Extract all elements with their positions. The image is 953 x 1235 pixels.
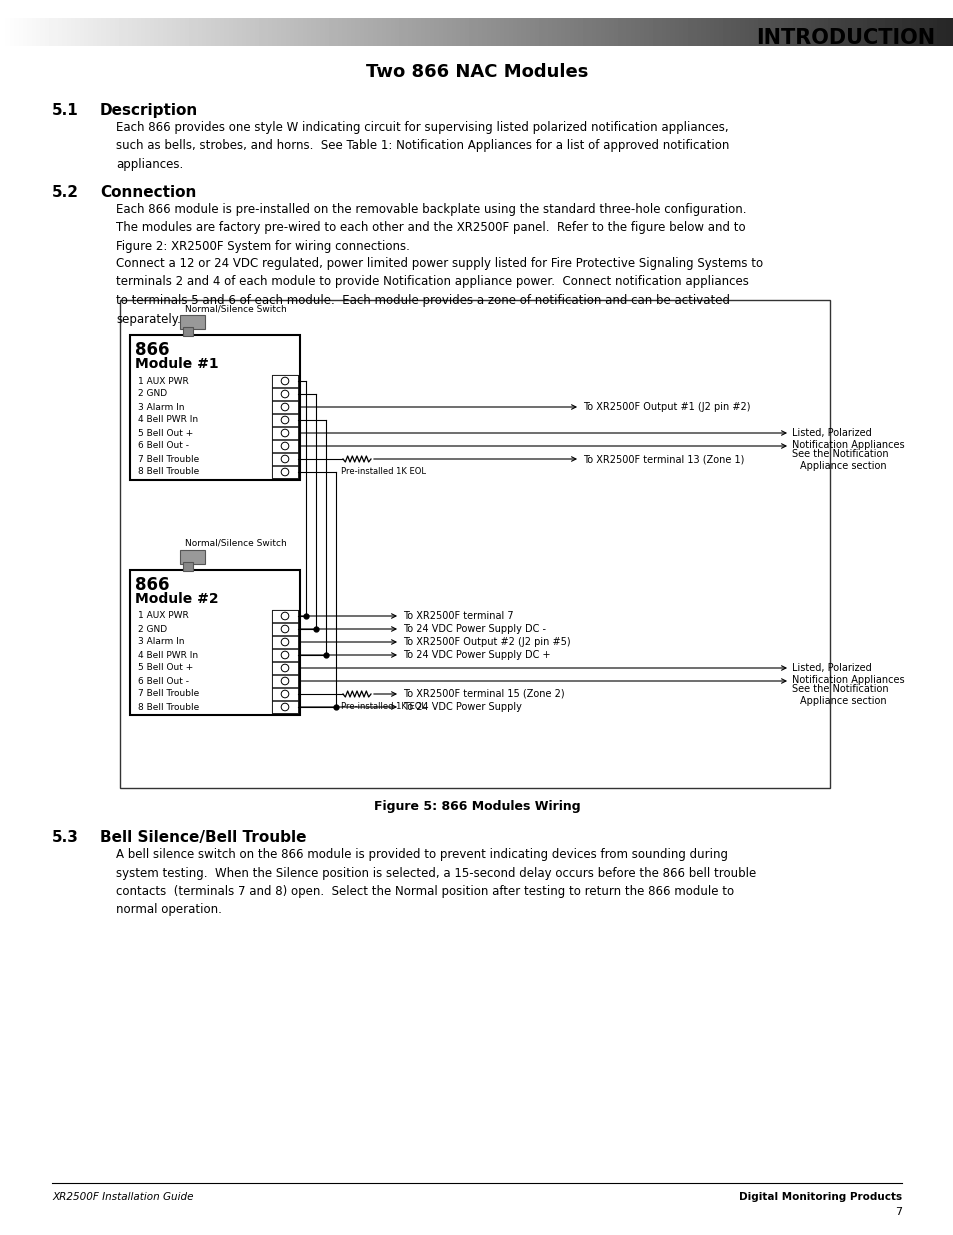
Bar: [272, 610, 297, 713]
Text: Module #1: Module #1: [135, 357, 218, 370]
Circle shape: [281, 625, 289, 632]
Text: A bell silence switch on the 866 module is provided to prevent indicating device: A bell silence switch on the 866 module …: [116, 848, 756, 916]
Text: Bell Silence/Bell Trouble: Bell Silence/Bell Trouble: [100, 830, 306, 845]
Circle shape: [281, 677, 289, 684]
Text: Notification Appliances: Notification Appliances: [791, 676, 903, 685]
Text: Two 866 NAC Modules: Two 866 NAC Modules: [365, 63, 588, 82]
Text: To 24 VDC Power Supply DC -: To 24 VDC Power Supply DC -: [402, 624, 545, 634]
Bar: [183, 562, 193, 571]
Text: 5 Bell Out +: 5 Bell Out +: [138, 429, 193, 437]
Text: Normal/Silence Switch: Normal/Silence Switch: [185, 304, 287, 312]
Text: To XR2500F terminal 15 (Zone 2): To XR2500F terminal 15 (Zone 2): [402, 689, 564, 699]
Text: Connection: Connection: [100, 185, 196, 200]
Bar: [272, 388, 297, 400]
Bar: [272, 636, 297, 648]
Circle shape: [281, 377, 289, 385]
Bar: [272, 466, 297, 478]
Circle shape: [281, 430, 289, 437]
Text: 866: 866: [135, 576, 170, 594]
Text: 8 Bell Trouble: 8 Bell Trouble: [138, 703, 199, 711]
Bar: [120, 300, 829, 788]
Text: To XR2500F terminal 13 (Zone 1): To XR2500F terminal 13 (Zone 1): [582, 454, 743, 464]
Text: To XR2500F terminal 7: To XR2500F terminal 7: [402, 611, 513, 621]
Bar: [180, 550, 205, 564]
Text: 7: 7: [894, 1207, 901, 1216]
Text: See the Notification: See the Notification: [791, 684, 887, 694]
Bar: [183, 327, 193, 336]
Bar: [272, 440, 297, 452]
Text: Figure 5: 866 Modules Wiring: Figure 5: 866 Modules Wiring: [374, 800, 579, 813]
Bar: [130, 335, 299, 480]
Text: Each 866 module is pre-installed on the removable backplate using the standard t: Each 866 module is pre-installed on the …: [116, 203, 745, 253]
Circle shape: [281, 651, 289, 658]
Circle shape: [281, 468, 289, 475]
Text: 4 Bell PWR In: 4 Bell PWR In: [138, 415, 198, 425]
Text: Appliance section: Appliance section: [800, 461, 885, 471]
Circle shape: [281, 416, 289, 424]
Bar: [272, 414, 297, 426]
Bar: [272, 650, 297, 661]
Text: 5.2: 5.2: [52, 185, 79, 200]
Bar: [130, 571, 299, 715]
Text: Listed, Polarized: Listed, Polarized: [791, 429, 871, 438]
Text: To XR2500F Output #2 (J2 pin #5): To XR2500F Output #2 (J2 pin #5): [402, 637, 570, 647]
Circle shape: [281, 690, 289, 698]
Text: Pre-installed 1K EOL: Pre-installed 1K EOL: [340, 701, 426, 711]
Circle shape: [281, 390, 289, 398]
Text: See the Notification: See the Notification: [791, 450, 887, 459]
Bar: [272, 676, 297, 687]
Bar: [272, 701, 297, 713]
Text: Connect a 12 or 24 VDC regulated, power limited power supply listed for Fire Pro: Connect a 12 or 24 VDC regulated, power …: [116, 257, 762, 326]
Text: 5.1: 5.1: [52, 103, 79, 119]
Bar: [272, 688, 297, 700]
Text: 6 Bell Out -: 6 Bell Out -: [138, 677, 189, 685]
Bar: [272, 662, 297, 674]
Text: 1 AUX PWR: 1 AUX PWR: [138, 611, 189, 620]
Text: INTRODUCTION: INTRODUCTION: [755, 28, 934, 48]
Text: Digital Monitoring Products: Digital Monitoring Products: [739, 1192, 901, 1202]
Circle shape: [281, 442, 289, 450]
Bar: [272, 375, 297, 478]
Text: Each 866 provides one style W indicating circuit for supervising listed polarize: Each 866 provides one style W indicating…: [116, 121, 729, 170]
Text: Appliance section: Appliance section: [800, 697, 885, 706]
Bar: [272, 622, 297, 635]
Text: Normal/Silence Switch: Normal/Silence Switch: [185, 538, 287, 548]
Circle shape: [281, 703, 289, 711]
Text: Listed, Polarized: Listed, Polarized: [791, 663, 871, 673]
Circle shape: [281, 664, 289, 672]
Text: 7 Bell Trouble: 7 Bell Trouble: [138, 454, 199, 463]
Text: 7 Bell Trouble: 7 Bell Trouble: [138, 689, 199, 699]
Circle shape: [281, 638, 289, 646]
Text: To 24 VDC Power Supply DC +: To 24 VDC Power Supply DC +: [402, 650, 550, 659]
Text: 6 Bell Out -: 6 Bell Out -: [138, 441, 189, 451]
Circle shape: [281, 613, 289, 620]
Text: 4 Bell PWR In: 4 Bell PWR In: [138, 651, 198, 659]
Text: 5 Bell Out +: 5 Bell Out +: [138, 663, 193, 673]
Circle shape: [281, 456, 289, 463]
Text: Description: Description: [100, 103, 198, 119]
Text: 2 GND: 2 GND: [138, 389, 167, 399]
Bar: [272, 610, 297, 622]
Text: XR2500F Installation Guide: XR2500F Installation Guide: [52, 1192, 193, 1202]
Text: 3 Alarm In: 3 Alarm In: [138, 637, 184, 646]
Text: 866: 866: [135, 341, 170, 359]
Bar: [180, 315, 205, 329]
Text: 1 AUX PWR: 1 AUX PWR: [138, 377, 189, 385]
Bar: [272, 375, 297, 387]
Bar: [272, 401, 297, 412]
Text: 3 Alarm In: 3 Alarm In: [138, 403, 184, 411]
Text: Pre-installed 1K EOL: Pre-installed 1K EOL: [340, 467, 426, 475]
Text: 5.3: 5.3: [52, 830, 79, 845]
Text: To XR2500F Output #1 (J2 pin #2): To XR2500F Output #1 (J2 pin #2): [582, 403, 750, 412]
Bar: [272, 427, 297, 438]
Circle shape: [281, 403, 289, 411]
Text: Module #2: Module #2: [135, 592, 218, 606]
Bar: [272, 453, 297, 466]
Text: 2 GND: 2 GND: [138, 625, 167, 634]
Text: To 24 VDC Power Supply: To 24 VDC Power Supply: [402, 701, 521, 713]
Text: Notification Appliances: Notification Appliances: [791, 440, 903, 450]
Text: 8 Bell Trouble: 8 Bell Trouble: [138, 468, 199, 477]
